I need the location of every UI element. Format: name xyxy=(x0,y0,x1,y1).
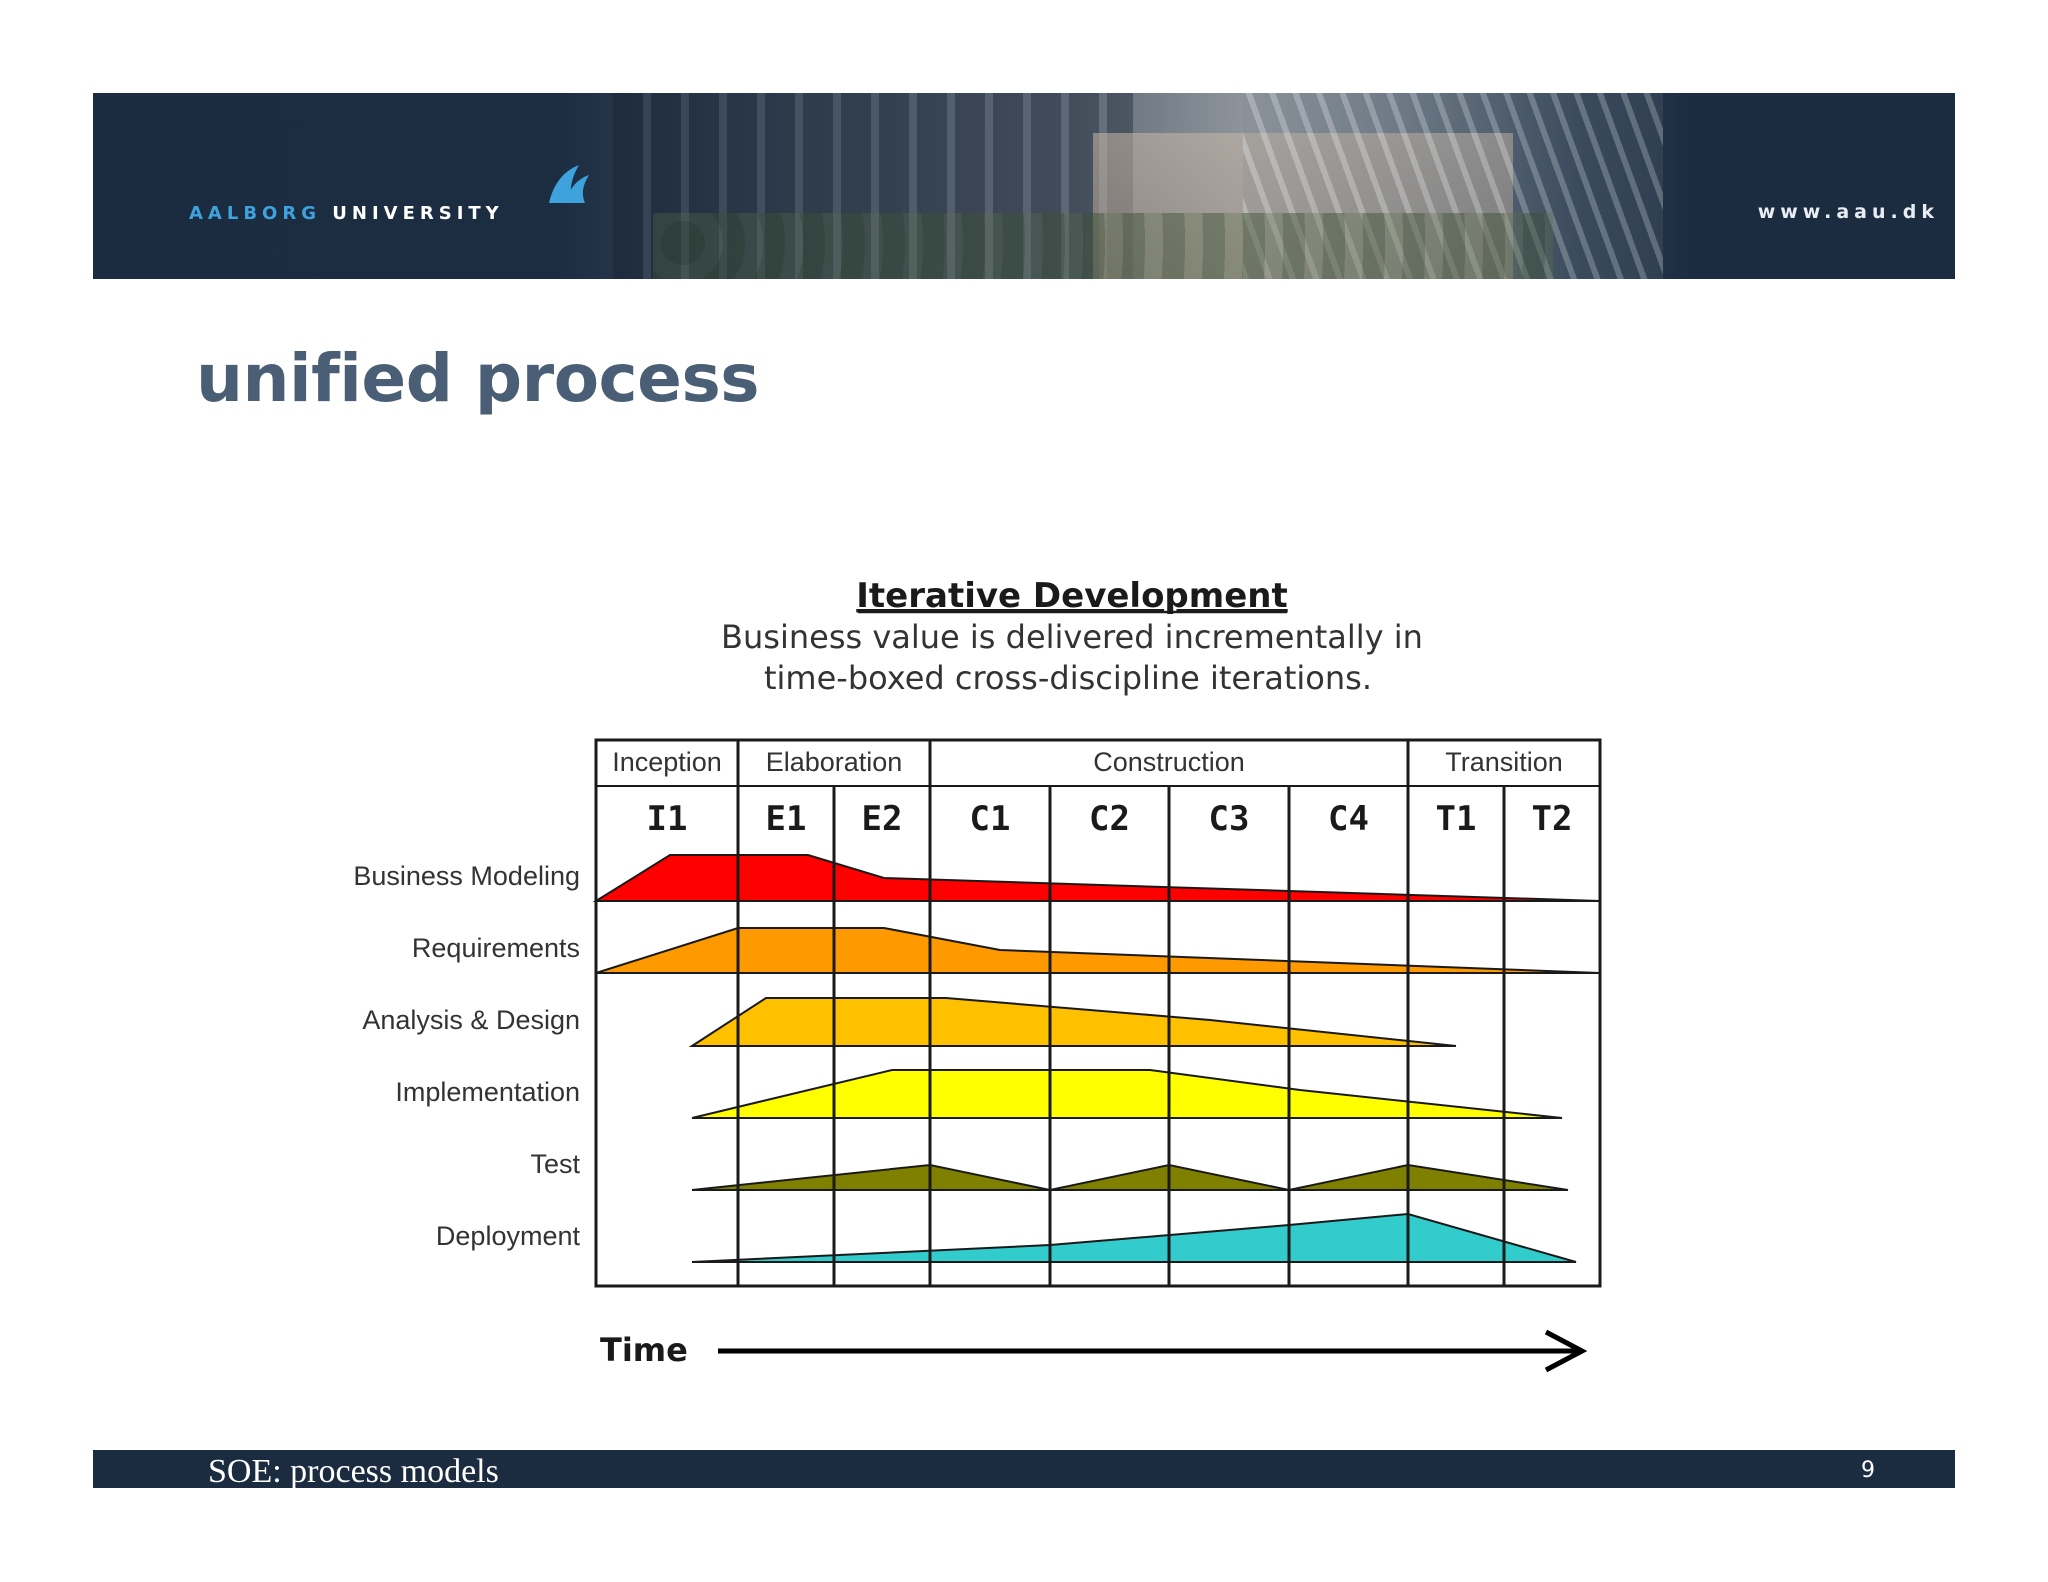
glass-roof xyxy=(1243,93,1663,279)
logo-university: UNIVERSITY xyxy=(332,203,504,224)
phase-label: Construction xyxy=(1093,747,1245,777)
iteration-label: E1 xyxy=(766,799,807,839)
university-logo-text: AALBORG UNIVERSITY xyxy=(189,203,504,224)
footer-bar: SOE: process models 9 xyxy=(93,1450,1955,1490)
discipline-label: Implementation xyxy=(395,1077,580,1107)
slide-title: unified process xyxy=(196,340,760,417)
diagram-subtitle-line1: Business value is delivered incrementall… xyxy=(721,618,1423,656)
iteration-label: C3 xyxy=(1209,799,1250,839)
logo-aalborg: AALBORG xyxy=(189,203,321,224)
iteration-label: E2 xyxy=(862,799,903,839)
discipline-label: Analysis & Design xyxy=(362,1005,580,1035)
diagram-heading: Iterative Development xyxy=(856,576,1287,616)
iteration-label: C1 xyxy=(970,799,1011,839)
aau-logo-icon xyxy=(549,165,589,203)
time-arrow-head xyxy=(1544,1329,1588,1373)
discipline-area-2 xyxy=(595,927,1601,974)
discipline-label: Deployment xyxy=(436,1221,581,1251)
iteration-label: T2 xyxy=(1532,799,1573,839)
discipline-area-6 xyxy=(691,1212,1577,1263)
discipline-label: Test xyxy=(530,1149,580,1179)
iteration-label: C4 xyxy=(1328,799,1369,839)
iteration-label: I1 xyxy=(647,799,688,839)
discipline-area-1 xyxy=(592,854,1601,902)
discipline-areas xyxy=(592,854,1601,1263)
time-label: Time xyxy=(600,1331,688,1369)
iteration-grid xyxy=(594,738,1602,1288)
phase-label: Elaboration xyxy=(766,747,903,777)
grid-border xyxy=(594,738,1602,1288)
discipline-label: Business Modeling xyxy=(353,861,580,891)
discipline-area-5 xyxy=(691,1163,1569,1192)
diagram-subtitle-line2: time-boxed cross-discipline iterations. xyxy=(764,659,1372,697)
phase-label: Inception xyxy=(612,747,722,777)
trees xyxy=(653,213,1553,279)
iteration-label: C2 xyxy=(1089,799,1130,839)
discipline-area-4 xyxy=(691,1069,1563,1119)
discipline-labels: Business Modeling Requirements Analysis & … xyxy=(353,861,580,1251)
phase-label: Transition xyxy=(1445,747,1563,777)
course-name: SOE: process models xyxy=(208,1453,499,1490)
website-url[interactable]: www.aau.dk xyxy=(1757,201,1939,223)
page-number: 9 xyxy=(1861,1458,1875,1483)
building-photo xyxy=(613,93,1133,279)
phase-labels: Inception Elaboration Construction Transiti… xyxy=(612,747,1563,777)
header-banner: AALBORG UNIVERSITY www.aau.dk xyxy=(93,93,1955,279)
discipline-area-3 xyxy=(688,997,1457,1047)
discipline-label: Requirements xyxy=(412,933,580,963)
iteration-labels: I1 E1 E2 C1 C2 C3 C4 T1 T2 xyxy=(647,799,1573,839)
building-facade xyxy=(1093,133,1513,279)
iteration-label: T1 xyxy=(1436,799,1477,839)
